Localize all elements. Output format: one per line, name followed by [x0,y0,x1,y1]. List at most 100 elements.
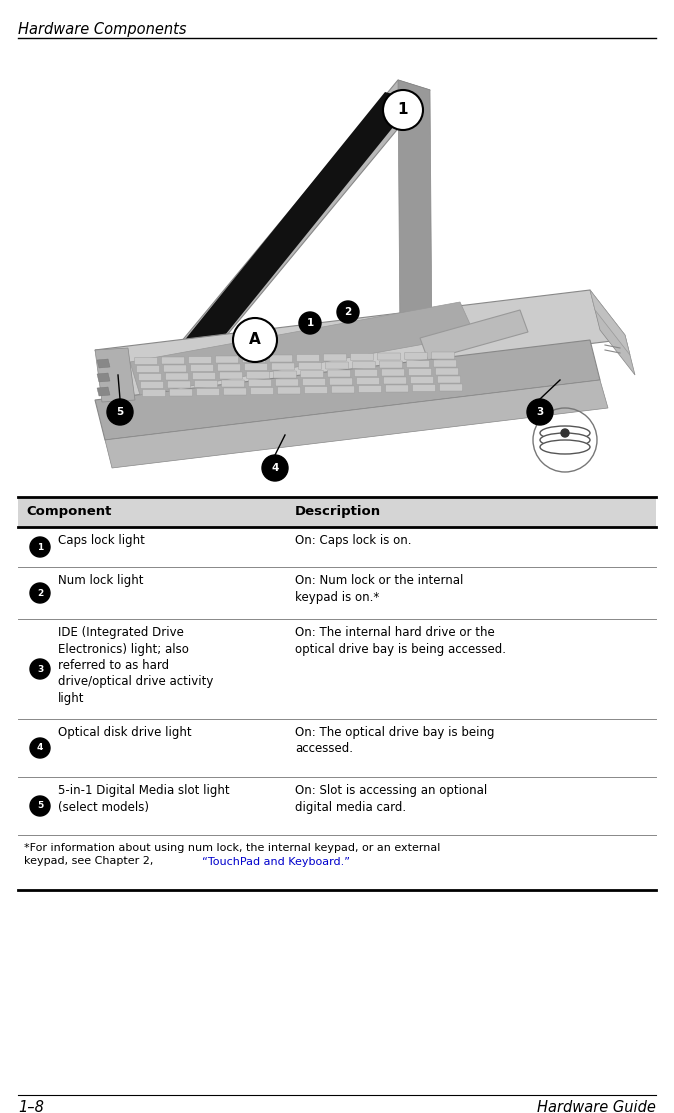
Polygon shape [590,290,630,355]
Text: 3: 3 [537,407,544,417]
Text: On: Slot is accessing an optional
digital media card.: On: Slot is accessing an optional digita… [295,784,487,814]
FancyBboxPatch shape [410,376,433,384]
FancyBboxPatch shape [353,362,375,368]
FancyBboxPatch shape [433,359,456,367]
Text: 5: 5 [37,801,43,810]
Circle shape [30,536,50,556]
FancyBboxPatch shape [437,376,460,383]
FancyBboxPatch shape [377,353,400,359]
FancyBboxPatch shape [299,363,321,370]
Circle shape [30,583,50,603]
FancyBboxPatch shape [278,387,301,394]
FancyBboxPatch shape [330,378,353,385]
FancyBboxPatch shape [439,384,462,391]
Text: 1: 1 [398,102,408,118]
FancyBboxPatch shape [216,356,239,363]
Text: Num lock light: Num lock light [58,574,144,587]
Circle shape [383,90,423,130]
FancyBboxPatch shape [359,385,381,393]
FancyBboxPatch shape [379,361,402,368]
FancyBboxPatch shape [412,384,435,392]
Text: 2: 2 [37,589,43,598]
FancyBboxPatch shape [169,390,193,396]
FancyBboxPatch shape [328,370,350,377]
FancyBboxPatch shape [386,385,408,392]
Text: On: The optical drive bay is being
accessed.: On: The optical drive bay is being acces… [295,726,495,756]
FancyBboxPatch shape [408,368,431,375]
FancyBboxPatch shape [189,356,212,364]
Text: 4: 4 [37,743,43,752]
Text: 4: 4 [272,463,278,473]
FancyBboxPatch shape [191,364,214,372]
Circle shape [107,398,133,425]
FancyBboxPatch shape [276,380,299,386]
FancyBboxPatch shape [384,377,406,384]
Polygon shape [97,373,110,382]
Text: *For information about using num lock, the internal keypad, or an external
keypa: *For information about using num lock, t… [24,843,440,866]
FancyBboxPatch shape [164,365,187,372]
Text: Description: Description [295,505,381,519]
Text: Component: Component [26,505,111,519]
Polygon shape [105,380,608,467]
Circle shape [561,429,569,437]
FancyBboxPatch shape [135,357,158,364]
FancyBboxPatch shape [355,370,377,376]
FancyBboxPatch shape [193,373,216,380]
Text: 5-in-1 Digital Media slot light
(select models): 5-in-1 Digital Media slot light (select … [58,784,230,814]
FancyBboxPatch shape [222,380,245,387]
Text: “TouchPad and Keyboard.”: “TouchPad and Keyboard.” [202,857,350,867]
FancyBboxPatch shape [224,388,247,395]
FancyBboxPatch shape [270,355,293,362]
Text: Hardware Components: Hardware Components [18,22,187,37]
Polygon shape [120,92,415,429]
Polygon shape [108,80,430,440]
FancyBboxPatch shape [18,498,656,526]
FancyBboxPatch shape [303,378,326,385]
Text: Hardware Guide: Hardware Guide [537,1100,656,1113]
Text: IDE (Integrated Drive
Electronics) light; also
referred to as hard
drive/optical: IDE (Integrated Drive Electronics) light… [58,626,214,705]
Polygon shape [95,348,135,402]
FancyBboxPatch shape [218,364,241,371]
Circle shape [30,796,50,816]
Polygon shape [590,290,635,375]
Polygon shape [420,311,528,359]
Text: Optical disk drive light: Optical disk drive light [58,726,191,739]
Ellipse shape [540,433,590,447]
Ellipse shape [540,440,590,454]
FancyBboxPatch shape [197,388,220,395]
Text: On: Caps lock is on.: On: Caps lock is on. [295,534,412,546]
Circle shape [527,398,553,425]
FancyBboxPatch shape [142,390,166,396]
FancyBboxPatch shape [381,370,404,376]
FancyBboxPatch shape [247,372,270,378]
FancyBboxPatch shape [166,373,189,380]
FancyBboxPatch shape [274,371,297,378]
FancyBboxPatch shape [220,372,243,380]
Polygon shape [130,302,475,395]
FancyBboxPatch shape [251,387,274,394]
FancyBboxPatch shape [272,363,295,370]
Text: 2: 2 [344,307,352,317]
Text: Caps lock light: Caps lock light [58,534,145,546]
FancyBboxPatch shape [324,354,346,361]
FancyBboxPatch shape [435,368,458,375]
Polygon shape [95,290,620,400]
Text: On: Num lock or the internal
keypad is on.*: On: Num lock or the internal keypad is o… [295,574,464,603]
Text: 1–8: 1–8 [18,1100,44,1113]
Circle shape [299,312,321,334]
Circle shape [337,301,359,323]
Circle shape [30,659,50,679]
Circle shape [233,318,277,362]
FancyBboxPatch shape [431,352,454,359]
FancyBboxPatch shape [243,355,266,363]
Text: 1: 1 [307,318,313,328]
Text: 5: 5 [117,407,123,417]
Text: On: The internal hard drive or the
optical drive bay is being accessed.: On: The internal hard drive or the optic… [295,626,506,656]
FancyBboxPatch shape [305,386,328,394]
FancyBboxPatch shape [137,365,160,373]
Polygon shape [95,339,600,440]
Text: A: A [249,333,261,347]
Text: 3: 3 [37,664,43,673]
Polygon shape [97,359,110,368]
FancyBboxPatch shape [350,354,373,361]
